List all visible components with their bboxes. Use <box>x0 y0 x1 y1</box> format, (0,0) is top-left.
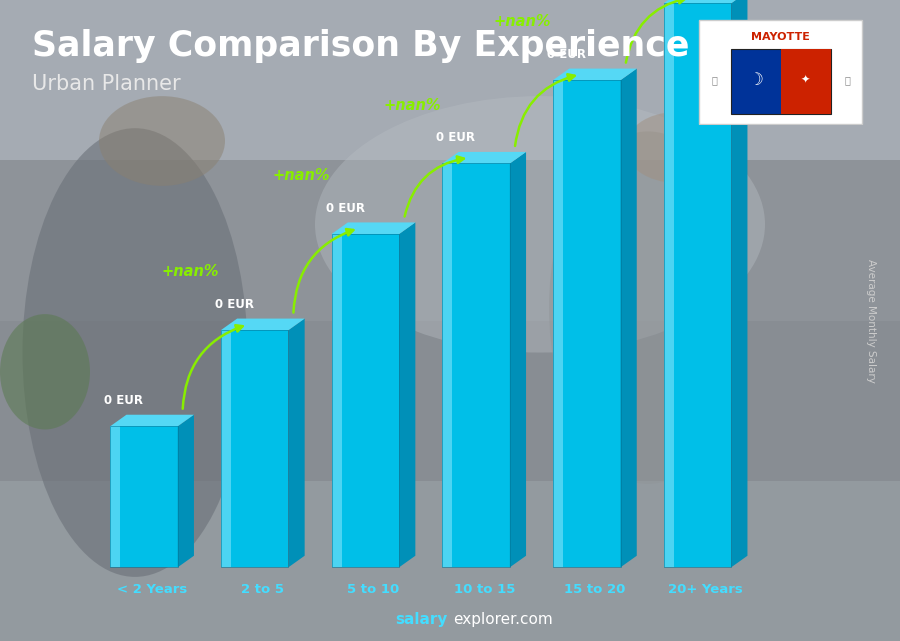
Polygon shape <box>621 69 637 567</box>
FancyBboxPatch shape <box>0 320 900 481</box>
Text: 15 to 20: 15 to 20 <box>564 583 625 596</box>
Polygon shape <box>731 0 747 567</box>
Text: salary: salary <box>395 612 447 627</box>
Polygon shape <box>288 319 304 567</box>
Polygon shape <box>331 222 415 234</box>
Polygon shape <box>178 415 194 567</box>
Text: 🐟: 🐟 <box>844 76 850 86</box>
Text: 0 EUR: 0 EUR <box>104 394 143 407</box>
Ellipse shape <box>0 314 90 429</box>
Polygon shape <box>331 234 342 567</box>
Circle shape <box>99 96 225 186</box>
Text: +nan%: +nan% <box>494 15 551 29</box>
FancyBboxPatch shape <box>699 21 862 124</box>
Text: 0 EUR: 0 EUR <box>547 48 586 61</box>
Circle shape <box>626 112 725 183</box>
Polygon shape <box>331 234 399 567</box>
Text: 5 to 10: 5 to 10 <box>347 583 400 596</box>
Text: 2 to 5: 2 to 5 <box>241 583 284 596</box>
FancyBboxPatch shape <box>0 160 900 320</box>
Polygon shape <box>220 319 304 330</box>
Text: 0 EUR: 0 EUR <box>215 298 254 311</box>
Text: +nan%: +nan% <box>383 98 440 113</box>
Text: Average Monthly Salary: Average Monthly Salary <box>866 258 877 383</box>
Text: +nan%: +nan% <box>273 169 329 183</box>
Polygon shape <box>664 3 731 567</box>
FancyBboxPatch shape <box>0 0 900 160</box>
Polygon shape <box>443 163 509 567</box>
Polygon shape <box>110 426 121 567</box>
Polygon shape <box>443 152 526 163</box>
Ellipse shape <box>549 131 747 484</box>
Text: Salary Comparison By Experience: Salary Comparison By Experience <box>32 29 688 63</box>
Polygon shape <box>443 163 453 567</box>
Text: 0 EUR: 0 EUR <box>326 202 365 215</box>
Ellipse shape <box>22 128 248 577</box>
Polygon shape <box>220 330 231 567</box>
Polygon shape <box>664 0 747 3</box>
Polygon shape <box>553 80 621 567</box>
Polygon shape <box>509 152 526 567</box>
Ellipse shape <box>315 96 765 353</box>
Polygon shape <box>220 330 288 567</box>
Text: 🐟: 🐟 <box>711 76 717 86</box>
Polygon shape <box>664 3 674 567</box>
Polygon shape <box>110 415 194 426</box>
Text: ✦: ✦ <box>801 74 810 85</box>
FancyBboxPatch shape <box>781 49 831 114</box>
FancyBboxPatch shape <box>0 481 900 641</box>
Text: < 2 Years: < 2 Years <box>117 583 187 596</box>
Text: 10 to 15: 10 to 15 <box>454 583 515 596</box>
Text: MAYOTTE: MAYOTTE <box>752 32 810 42</box>
FancyBboxPatch shape <box>731 49 831 114</box>
Polygon shape <box>553 80 563 567</box>
Text: 20+ Years: 20+ Years <box>668 583 743 596</box>
Text: Urban Planner: Urban Planner <box>32 74 180 94</box>
Polygon shape <box>110 426 178 567</box>
Text: 0 EUR: 0 EUR <box>436 131 475 144</box>
Text: ☽: ☽ <box>748 71 763 88</box>
Polygon shape <box>399 222 415 567</box>
Polygon shape <box>553 69 637 80</box>
Text: explorer.com: explorer.com <box>453 612 553 627</box>
Text: +nan%: +nan% <box>162 265 219 279</box>
